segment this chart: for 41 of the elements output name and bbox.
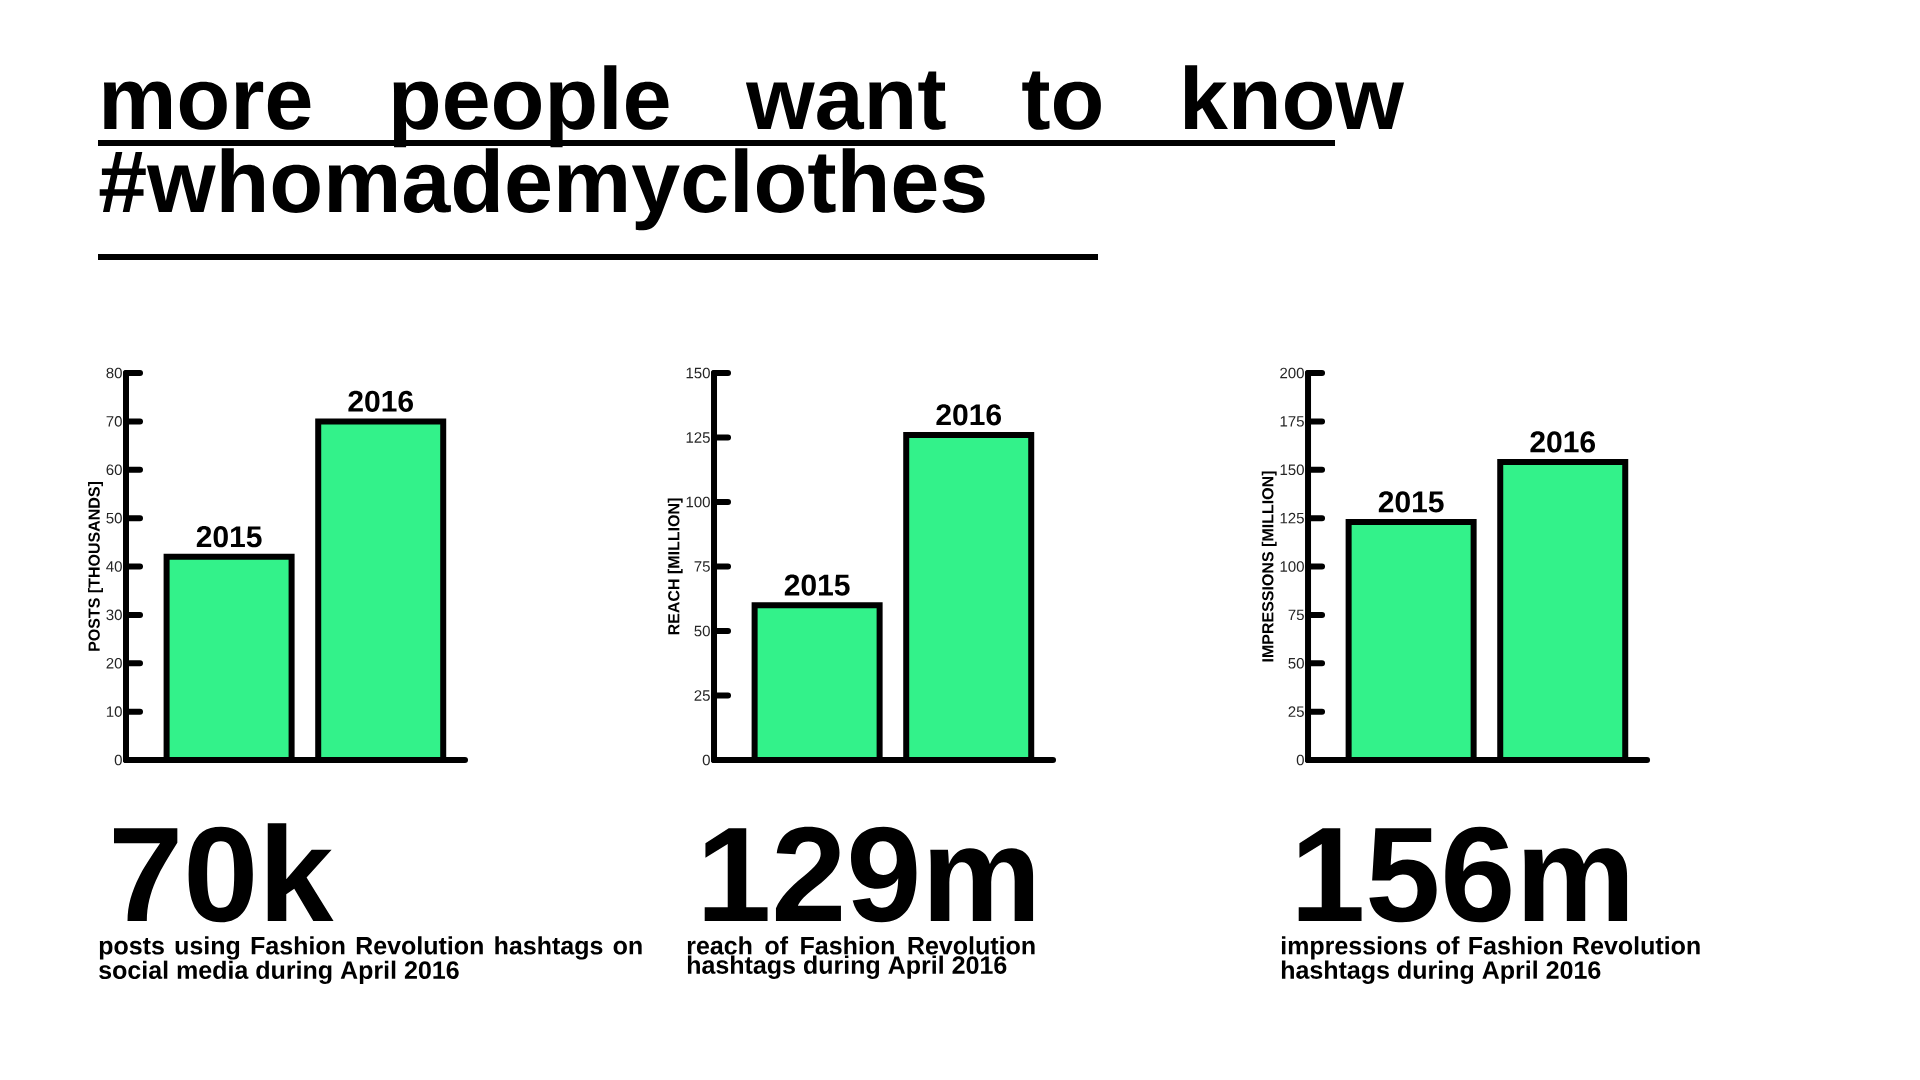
text: 156m [1298, 826, 1628, 923]
y-tick-label: 0 [114, 754, 122, 766]
x-tick-label: 2015 [196, 526, 262, 548]
text: reach of Fashion Revolution hashtags during April 2016 [687, 936, 1035, 979]
text: impressions of Fashion Revolution hashtags during April 2016 [1281, 936, 1700, 984]
y-tick-label: 25 [1288, 706, 1304, 717]
y-tick-label: 60 [106, 464, 122, 476]
x-tick-label: 2015 [1378, 491, 1444, 513]
y-tick-label: 80 [106, 367, 122, 379]
y-tick-label: 100 [1280, 561, 1304, 572]
text: 70k [114, 823, 334, 923]
text: 129m [704, 826, 1034, 923]
y-tick-label: 175 [1280, 416, 1304, 427]
y-tick-label: 40 [106, 561, 122, 572]
y-tick-label: 20 [106, 657, 122, 669]
y-tick-label: 50 [1288, 657, 1304, 669]
y-tick-label: 125 [686, 432, 710, 443]
y-tick-label: 150 [686, 367, 710, 379]
y-tick-label: 50 [694, 625, 710, 637]
text: more people want to know #whomademyclothes [99, 65, 1405, 231]
y-tick-label: 75 [1288, 609, 1304, 621]
x-tick-label: 2016 [1530, 431, 1595, 453]
text: posts using Fashion Revolution hashtags on social media during April 2016 [99, 936, 642, 985]
y-tick-label: 10 [106, 706, 122, 717]
x-tick-label: 2016 [936, 404, 1001, 426]
y-tick-label: 25 [694, 690, 710, 701]
y-axis-title: IMPRESSIONS [MILLION] [1261, 471, 1277, 662]
y-tick-label: 0 [702, 754, 710, 766]
y-tick-label: 200 [1280, 367, 1304, 379]
y-tick-label: 125 [1280, 512, 1304, 524]
y-tick-label: 70 [106, 416, 122, 427]
y-tick-label: 0 [1296, 754, 1304, 766]
y-tick-label: 150 [1280, 464, 1304, 476]
x-tick-label: 2016 [348, 390, 413, 412]
y-axis-title: POSTS [THOUSANDS] [88, 482, 103, 651]
y-tick-label: 75 [694, 561, 710, 572]
x-tick-label: 2015 [784, 574, 850, 596]
y-tick-label: 30 [106, 609, 122, 621]
y-tick-label: 50 [106, 512, 122, 524]
y-axis-title: REACH [MILLION] [667, 498, 683, 635]
y-tick-label: 100 [686, 496, 710, 508]
